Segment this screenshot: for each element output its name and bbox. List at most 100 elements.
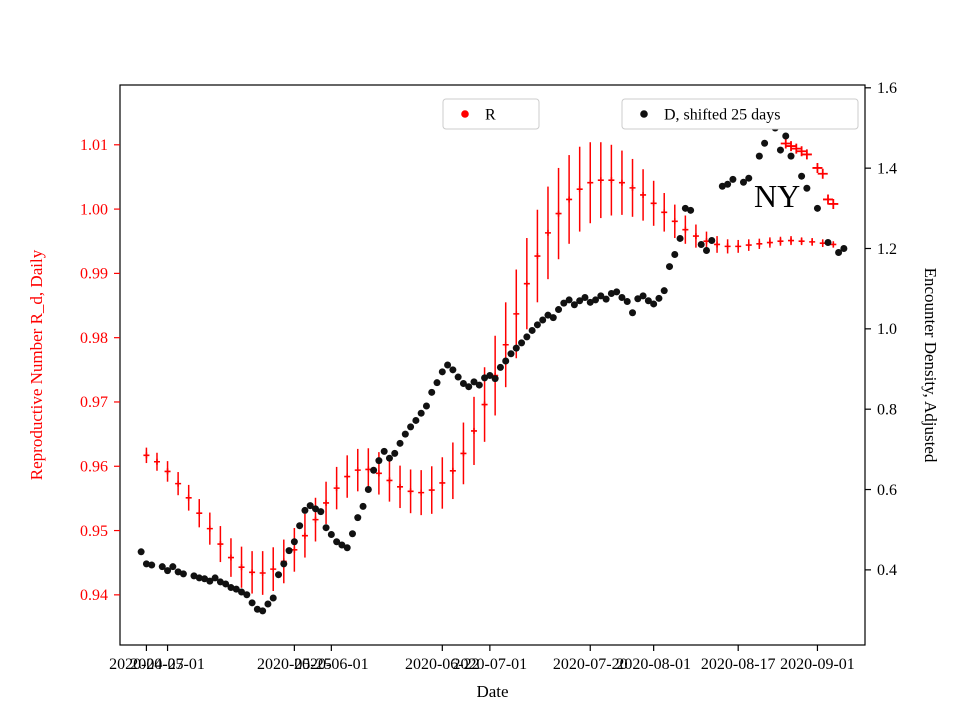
data-point <box>518 339 526 347</box>
y-right-tick-label: 0.6 <box>877 482 897 499</box>
plus-marker <box>175 480 182 487</box>
data-point <box>755 152 763 160</box>
data-point <box>311 505 319 513</box>
plus-marker <box>428 487 435 494</box>
data-point <box>417 409 425 417</box>
data-point <box>592 296 600 304</box>
plus-marker <box>756 240 763 247</box>
plus-marker <box>735 243 742 250</box>
plus-marker <box>471 427 478 434</box>
data-point <box>243 591 251 599</box>
data-point <box>644 297 652 305</box>
data-point <box>586 298 594 306</box>
plus-marker <box>640 191 647 198</box>
plus-marker <box>523 280 530 287</box>
legend-box <box>442 98 540 130</box>
data-point <box>565 296 573 304</box>
data-point <box>629 309 637 317</box>
y-left-tick-label: 0.95 <box>80 523 108 540</box>
data-point <box>787 152 795 160</box>
data-point <box>650 300 658 308</box>
data-point <box>824 238 832 246</box>
data-point <box>813 204 821 212</box>
data-point <box>317 508 325 516</box>
data-point <box>354 514 362 522</box>
data-point <box>306 502 314 510</box>
plus-marker <box>460 450 467 457</box>
data-point <box>539 316 547 324</box>
data-point <box>581 294 589 302</box>
plus-marker <box>481 401 488 408</box>
plus-marker <box>333 485 340 492</box>
data-point <box>602 295 610 303</box>
y-axis-right: 0.4 0.6 0.8 1.0 1.2 1.4 1.6 Encounter Density, … <box>865 80 940 579</box>
data-point <box>666 263 674 271</box>
plus-marker <box>439 479 446 486</box>
data-point <box>528 326 536 334</box>
data-point <box>607 289 615 297</box>
data-point <box>597 292 605 300</box>
plus-marker <box>608 177 615 184</box>
data-point <box>142 560 150 568</box>
data-point <box>280 560 288 568</box>
data-point <box>222 580 230 588</box>
data-point <box>343 544 351 552</box>
data-point <box>702 247 710 255</box>
y-right-axis-label: Encounter Density, Adjusted <box>921 268 940 463</box>
plus-marker <box>798 238 805 245</box>
plus-marker <box>301 532 308 539</box>
data-point <box>465 383 473 391</box>
data-point <box>835 249 843 257</box>
plus-marker <box>576 186 583 193</box>
legend-marker <box>461 110 469 118</box>
data-point <box>454 373 462 381</box>
plus-marker <box>828 198 839 209</box>
data-point <box>798 172 806 180</box>
data-point <box>238 588 246 596</box>
data-point <box>687 206 695 214</box>
data-point <box>275 571 283 579</box>
plus-marker <box>312 516 319 523</box>
x-week-tick-label: 2020-06-22 <box>405 656 480 673</box>
data-point <box>555 306 563 314</box>
data-point <box>327 531 335 539</box>
data-point <box>137 548 145 556</box>
data-point <box>206 577 214 585</box>
x-month-tick-label: 2020-08-01 <box>616 656 691 673</box>
plus-marker <box>801 149 812 160</box>
plus-marker <box>407 488 414 495</box>
data-point <box>169 563 177 571</box>
series-d-shifted-25-days <box>137 116 848 615</box>
plus-marker <box>786 141 797 152</box>
data-point <box>634 295 642 303</box>
data-point <box>148 561 156 569</box>
x-axis: 2020-04-27 2020-05-25 2020-06-22 2020-07-20… <box>109 645 855 701</box>
data-point <box>782 132 790 140</box>
data-point <box>676 234 684 242</box>
y-right-tick-label: 0.4 <box>877 562 897 579</box>
data-point <box>491 375 499 383</box>
plus-marker <box>206 525 213 532</box>
data-point <box>718 182 726 190</box>
data-point <box>407 423 415 431</box>
y-right-tick-label: 0.8 <box>877 401 897 418</box>
plus-marker <box>671 218 678 225</box>
data-point <box>449 366 457 374</box>
data-point <box>195 574 203 582</box>
data-point <box>470 378 478 386</box>
data-point <box>259 607 267 615</box>
plus-marker <box>661 209 668 216</box>
plus-marker <box>555 210 562 217</box>
data-point <box>776 146 784 154</box>
plus-marker <box>597 177 604 184</box>
data-point <box>697 240 705 248</box>
data-point <box>348 530 356 538</box>
data-point <box>391 449 399 457</box>
plus-marker <box>812 162 823 173</box>
data-point <box>338 541 346 549</box>
x-month-tick-label: 2020-06-01 <box>294 656 369 673</box>
data-point <box>269 594 277 602</box>
plus-marker <box>682 226 689 233</box>
data-point <box>164 567 172 575</box>
